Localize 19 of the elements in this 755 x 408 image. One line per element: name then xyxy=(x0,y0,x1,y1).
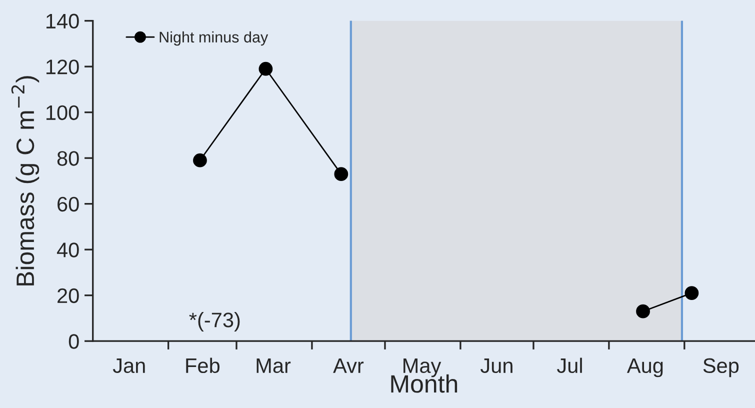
y-tick-label: 40 xyxy=(56,242,79,258)
y-tick-label: 120 xyxy=(46,60,79,74)
y-axis-title: Biomass (g C m$^{−2}$) xyxy=(11,76,40,286)
y-tick-label: 140 xyxy=(46,14,79,29)
x-tick-label: Jan xyxy=(112,358,145,374)
x-tick-label: Avr xyxy=(333,358,364,373)
x-tick-label: Aug xyxy=(626,358,663,378)
x-tick-label: Feb xyxy=(186,358,220,374)
y-tick-label: 100 xyxy=(46,105,79,120)
x-tick-label: Jul xyxy=(557,358,582,374)
legend-label: Night minus day xyxy=(160,31,268,46)
y-tick-label: 0 xyxy=(68,334,79,349)
y-tick-label: 20 xyxy=(58,288,79,304)
y-tick-label: 60 xyxy=(58,196,79,212)
annotation: *(-73) xyxy=(189,312,240,332)
x-tick-label: Mar xyxy=(256,358,291,374)
x-tick-label: Sep xyxy=(703,358,739,378)
y-tick-label: 80 xyxy=(57,151,79,166)
x-tick-label: Jun xyxy=(480,358,512,374)
